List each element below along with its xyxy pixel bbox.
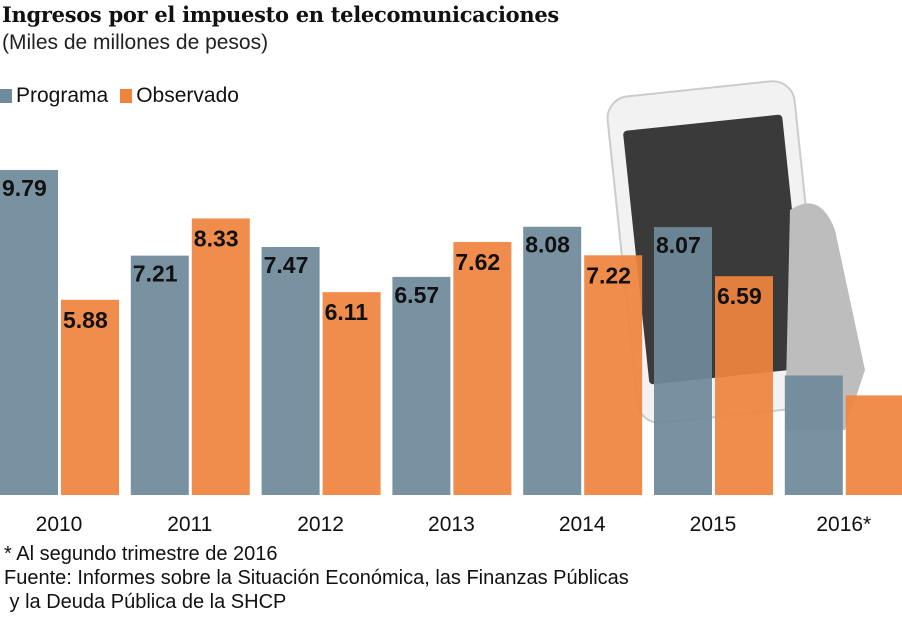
- bar-programa-2011: [130, 255, 189, 495]
- bar-programa-2015: [654, 227, 712, 496]
- footnotes: * Al segundo trimestre de 2016 Fuente: I…: [4, 542, 629, 614]
- source-note-continued: y la Deuda Pública de la SHCP: [4, 591, 287, 613]
- bar-programa-2013: [392, 276, 451, 495]
- legend-item-programa: Programa: [0, 84, 108, 108]
- legend: Programa Observado: [0, 84, 245, 108]
- data-label: 5.88: [63, 307, 108, 333]
- bar-observado-2012: [322, 292, 381, 495]
- x-tick-label: 2012: [297, 513, 344, 536]
- bar-programa-2010: [0, 169, 58, 496]
- bar-programa-2012: [261, 246, 320, 495]
- legend-swatch: [0, 89, 12, 103]
- legend-label: Programa: [16, 84, 109, 107]
- chart-subtitle: (Miles de millones de pesos): [2, 31, 269, 54]
- bar-observado-2010: [61, 299, 119, 495]
- bar-observado-2014: [584, 255, 643, 495]
- x-tick-label: 2011: [167, 513, 212, 536]
- data-label: 6.11: [325, 299, 369, 325]
- bar-chart: 9.79 5.88 2010 7.21 8.33 2011 7.47 6.11 2012 6.57…: [0, 80, 902, 536]
- data-label: 8.33: [194, 225, 239, 251]
- data-label: 6.57: [394, 282, 439, 308]
- bar-observado-2013: [453, 242, 512, 495]
- legend-label: Observado: [136, 84, 239, 107]
- x-tick-label: 2010: [36, 513, 83, 536]
- legend-item-observado: Observado: [120, 84, 239, 108]
- x-tick-label: 2014: [559, 513, 606, 536]
- data-label: 7.47: [264, 252, 309, 278]
- footnote-asterisk: * Al segundo trimestre de 2016: [4, 543, 278, 565]
- bar-programa-2014: [523, 226, 582, 495]
- data-label: 6.59: [717, 283, 762, 309]
- legend-swatch: [120, 89, 133, 103]
- bar-observado-2011: [191, 218, 250, 495]
- data-label: 7.22: [586, 262, 631, 288]
- bar-observado-2015: [715, 276, 773, 495]
- bar-observado-2016*: [845, 395, 902, 495]
- data-label: 9.79: [2, 175, 47, 201]
- x-tick-label: 2016*: [816, 513, 871, 536]
- data-label: 7.21: [133, 261, 178, 287]
- data-label: 8.07: [656, 232, 701, 258]
- data-label: 7.62: [455, 249, 500, 275]
- chart-title: Ingresos por el impuesto en telecomunica…: [2, 2, 559, 27]
- x-tick-label: 2015: [690, 513, 737, 536]
- x-tick-label: 2013: [428, 513, 475, 536]
- source-note: Fuente: Informes sobre la Situación Econ…: [4, 567, 629, 589]
- data-label: 8.08: [525, 232, 570, 258]
- bar-programa-2016*: [784, 375, 843, 495]
